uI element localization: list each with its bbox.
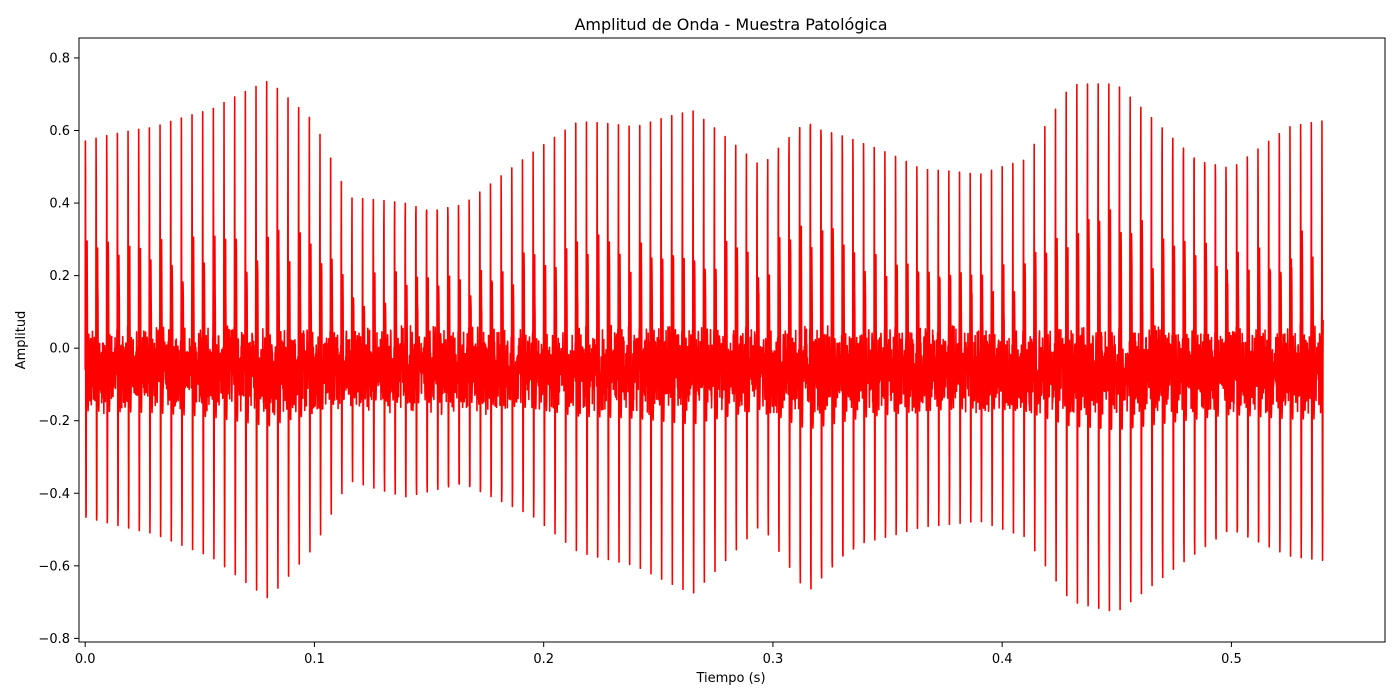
y-tick-label: −0.6 xyxy=(38,559,70,574)
y-tick-label: −0.8 xyxy=(38,632,70,647)
y-tick-label: −0.2 xyxy=(38,414,70,429)
x-tick-label: 0.1 xyxy=(304,652,325,667)
y-tick-label: 0.4 xyxy=(49,197,70,212)
axes-frame xyxy=(78,37,1386,643)
chart-title: Amplitud de Onda - Muestra Patológica xyxy=(574,15,887,34)
y-tick-label: 0.8 xyxy=(49,51,70,66)
x-axis: 0.0 0.1 0.2 0.3 0.4 0.5 xyxy=(75,642,1242,667)
y-tick-label: 0.6 xyxy=(49,124,70,139)
y-tick-label: 0.0 xyxy=(49,342,70,357)
y-tick-label: −0.4 xyxy=(38,487,70,502)
x-axis-label: Tiempo (s) xyxy=(695,671,765,686)
plot-area xyxy=(84,80,1324,612)
x-tick-label: 0.4 xyxy=(992,652,1013,667)
x-tick-label: 0.0 xyxy=(75,652,96,667)
y-axis-label: Amplitud xyxy=(14,311,29,370)
waveform-series-line xyxy=(84,80,1324,612)
x-tick-label: 0.2 xyxy=(533,652,554,667)
y-tick-label: 0.2 xyxy=(49,269,70,284)
y-axis: −0.8 −0.6 −0.4 −0.2 0.0 0.2 0.4 0.6 0.8 xyxy=(38,51,79,647)
x-tick-label: 0.3 xyxy=(763,652,784,667)
x-tick-label: 0.5 xyxy=(1221,652,1242,667)
